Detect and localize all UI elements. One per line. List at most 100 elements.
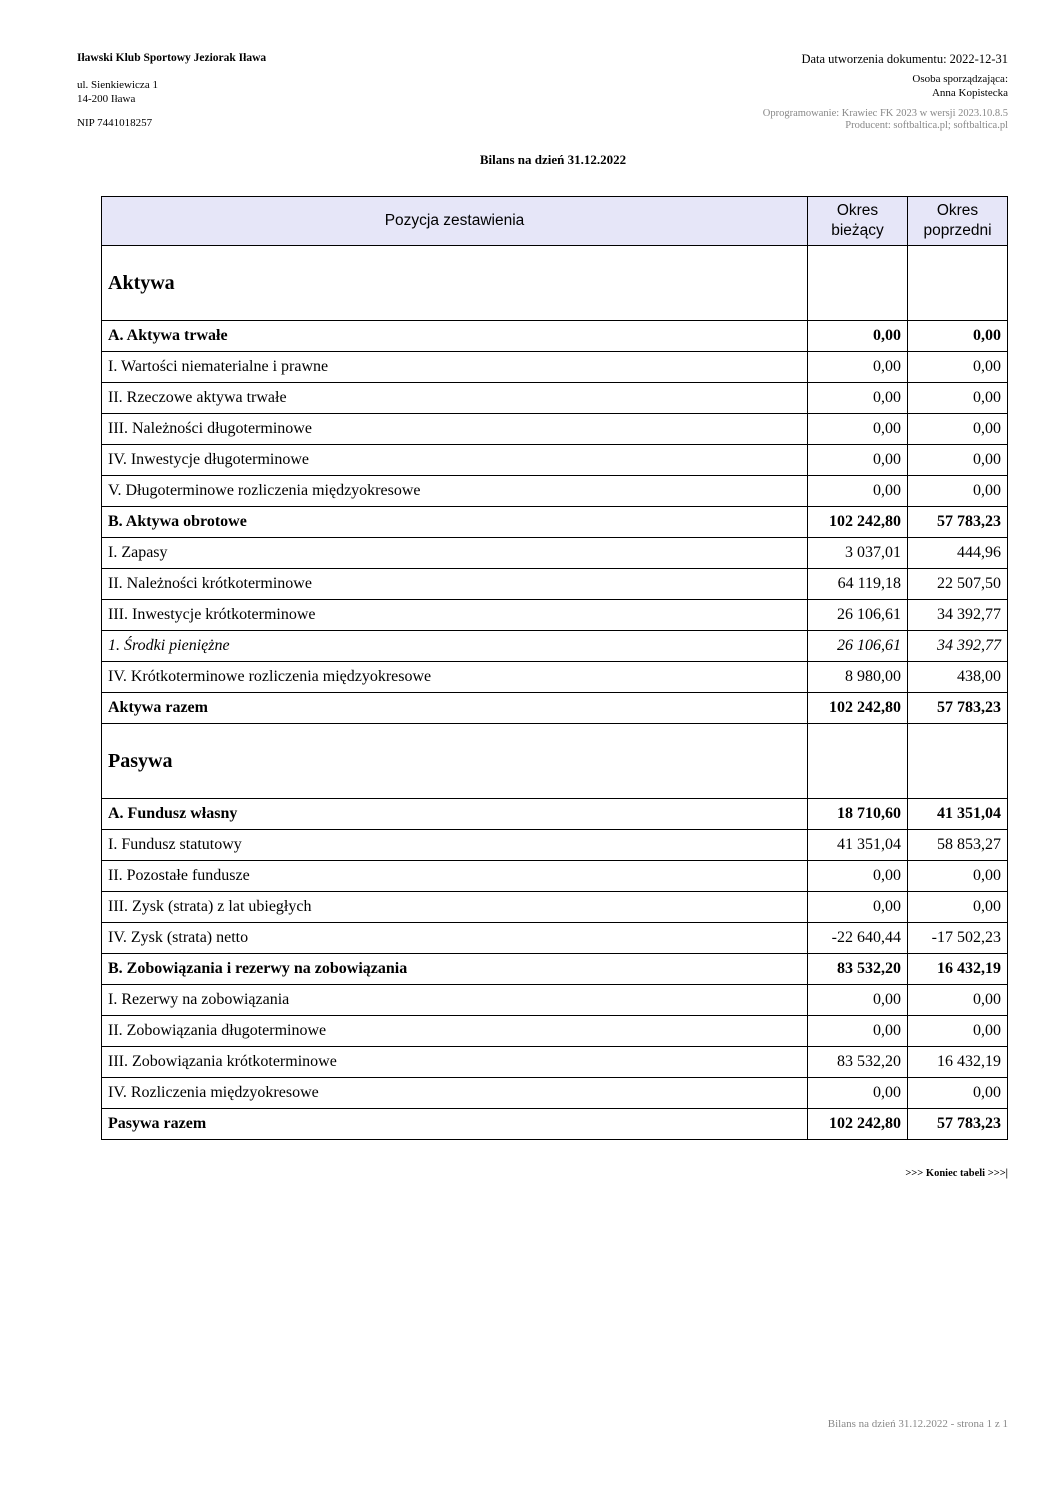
- current-value: -22 640,44: [807, 922, 908, 954]
- previous-value: 438,00: [907, 661, 1008, 693]
- current-value: 0,00: [807, 320, 908, 352]
- previous-value: 0,00: [907, 382, 1008, 414]
- table-row: I. Wartości niematerialne i prawne 0,00 0,…: [101, 351, 1008, 383]
- current-value: 0,00: [807, 413, 908, 445]
- row-label: III. Zysk (strata) z lat ubiegłych: [101, 891, 808, 923]
- table-row: B. Zobowiązania i rezerwy na zobowiązani…: [101, 953, 1008, 985]
- current-value: 0,00: [807, 382, 908, 414]
- table-row: B. Aktywa obrotowe 102 242,80 57 783,23: [101, 506, 1008, 538]
- col-position: Pozycja zestawienia: [101, 196, 808, 246]
- software-info: Oprogramowanie: Krawiec FK 2023 w wersji…: [762, 108, 1008, 119]
- created-date: Data utworzenia dokumentu: 2022-12-31: [801, 52, 1008, 66]
- previous-value: 34 392,77: [907, 599, 1008, 631]
- current-value: 3 037,01: [807, 537, 908, 569]
- table-row: IV. Krótkoterminowe rozliczenia międzyok…: [101, 661, 1008, 693]
- producer-info: Producent: softbaltica.pl; softbaltica.p…: [845, 120, 1008, 131]
- table-row: III. Należności długoterminowe 0,00 0,00: [101, 413, 1008, 445]
- page-footer: Bilans na dzień 31.12.2022 - strona 1 z …: [827, 1418, 1008, 1430]
- table-row: I. Zapasy 3 037,01 444,96: [101, 537, 1008, 569]
- previous-value: 0,00: [907, 891, 1008, 923]
- section-row: Pasywa: [101, 723, 1008, 799]
- current-value: 18 710,60: [807, 798, 908, 830]
- row-label: III. Należności długoterminowe: [101, 413, 808, 445]
- previous-value: 0,00: [907, 444, 1008, 476]
- table-row: I. Fundusz statutowy 41 351,04 58 853,27: [101, 829, 1008, 861]
- table-row: A. Aktywa trwałe 0,00 0,00: [101, 320, 1008, 352]
- current-value: 0,00: [807, 475, 908, 507]
- current-value: [807, 723, 908, 799]
- balance-table: Pozycja zestawienia Okres bieżący Okres …: [101, 196, 1008, 1140]
- previous-value: 444,96: [907, 537, 1008, 569]
- previous-value: 0,00: [907, 351, 1008, 383]
- row-label: I. Fundusz statutowy: [101, 829, 808, 861]
- previous-value: 57 783,23: [907, 506, 1008, 538]
- current-value: 0,00: [807, 891, 908, 923]
- previous-value: -17 502,23: [907, 922, 1008, 954]
- table-row: A. Fundusz własny 18 710,60 41 351,04: [101, 798, 1008, 830]
- table-row: II. Należności krótkoterminowe 64 119,18 2…: [101, 568, 1008, 600]
- row-label: IV. Zysk (strata) netto: [101, 922, 808, 954]
- row-label: Aktywa: [101, 245, 808, 321]
- previous-value: 0,00: [907, 984, 1008, 1016]
- table-row: II. Rzeczowe aktywa trwałe 0,00 0,00: [101, 382, 1008, 414]
- current-value: [807, 245, 908, 321]
- preparer-name: Anna Kopistecka: [931, 87, 1008, 99]
- row-label: Pasywa razem: [101, 1108, 808, 1140]
- current-value: 0,00: [807, 1015, 908, 1047]
- row-label: V. Długoterminowe rozliczenia międzyokre…: [101, 475, 808, 507]
- nip: NIP 7441018257: [77, 117, 153, 129]
- current-value: 41 351,04: [807, 829, 908, 861]
- current-value: 64 119,18: [807, 568, 908, 600]
- row-label: 1. Środki pieniężne: [101, 630, 808, 662]
- row-label: II. Rzeczowe aktywa trwałe: [101, 382, 808, 414]
- row-label: II. Pozostałe fundusze: [101, 860, 808, 892]
- table-row: III. Zobowiązania krótkoterminowe 83 532,…: [101, 1046, 1008, 1078]
- current-value: 102 242,80: [807, 506, 908, 538]
- current-value: 102 242,80: [807, 692, 908, 724]
- table-row: 1. Środki pieniężne 26 106,61 34 392,77: [101, 630, 1008, 662]
- col-previous: Okres poprzedni: [907, 196, 1008, 246]
- row-label: I. Wartości niematerialne i prawne: [101, 351, 808, 383]
- section-row: Aktywa: [101, 245, 1008, 321]
- row-label: Aktywa razem: [101, 692, 808, 724]
- current-value: 0,00: [807, 984, 908, 1016]
- table-row: Pasywa razem 102 242,80 57 783,23: [101, 1108, 1008, 1140]
- row-label: B. Aktywa obrotowe: [101, 506, 808, 538]
- end-of-table-marker: >>> Koniec tabeli >>>|: [905, 1168, 1008, 1179]
- current-value: 83 532,20: [807, 1046, 908, 1078]
- previous-value: 0,00: [907, 1015, 1008, 1047]
- table-row: III. Zysk (strata) z lat ubiegłych 0,00 0,…: [101, 891, 1008, 923]
- row-label: Pasywa: [101, 723, 808, 799]
- previous-value: 16 432,19: [907, 953, 1008, 985]
- previous-value: 0,00: [907, 1077, 1008, 1109]
- current-value: 26 106,61: [807, 630, 908, 662]
- page-title: Bilans na dzień 31.12.2022: [479, 152, 627, 167]
- previous-value: [907, 723, 1008, 799]
- current-value: 0,00: [807, 1077, 908, 1109]
- previous-value: 0,00: [907, 413, 1008, 445]
- row-label: A. Fundusz własny: [101, 798, 808, 830]
- current-value: 8 980,00: [807, 661, 908, 693]
- address-line1: ul. Sienkiewicza 1: [77, 79, 158, 91]
- table-row: Aktywa razem 102 242,80 57 783,23: [101, 692, 1008, 724]
- previous-value: 0,00: [907, 320, 1008, 352]
- row-label: III. Zobowiązania krótkoterminowe: [101, 1046, 808, 1078]
- current-value: 0,00: [807, 351, 908, 383]
- row-label: II. Należności krótkoterminowe: [101, 568, 808, 600]
- current-value: 83 532,20: [807, 953, 908, 985]
- row-label: IV. Rozliczenia międzyokresowe: [101, 1077, 808, 1109]
- previous-value: 16 432,19: [907, 1046, 1008, 1078]
- row-label: I. Zapasy: [101, 537, 808, 569]
- current-value: 0,00: [807, 444, 908, 476]
- address-line2: 14-200 Iława: [77, 93, 136, 105]
- previous-value: 34 392,77: [907, 630, 1008, 662]
- previous-value: [907, 245, 1008, 321]
- current-value: 102 242,80: [807, 1108, 908, 1140]
- previous-value: 0,00: [907, 860, 1008, 892]
- table-row: V. Długoterminowe rozliczenia międzyokre…: [101, 475, 1008, 507]
- previous-value: 58 853,27: [907, 829, 1008, 861]
- current-value: 0,00: [807, 860, 908, 892]
- row-label: IV. Krótkoterminowe rozliczenia międzyok…: [101, 661, 808, 693]
- preparer-label: Osoba sporządzająca:: [912, 73, 1008, 85]
